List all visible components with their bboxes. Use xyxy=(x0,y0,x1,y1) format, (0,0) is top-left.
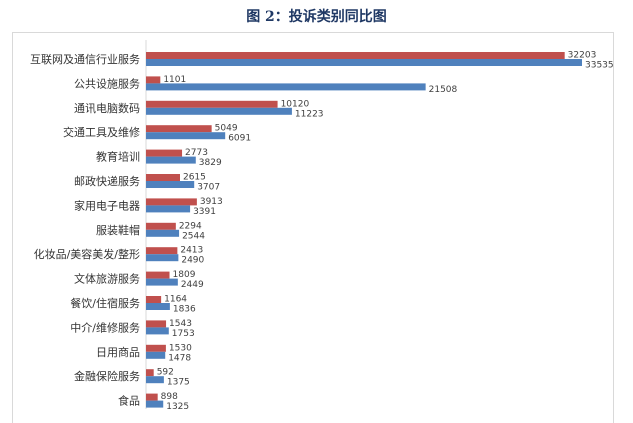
data-label: 1101 xyxy=(163,75,186,85)
bar-red xyxy=(146,149,183,157)
bar-red xyxy=(146,247,178,255)
chart-frame xyxy=(12,32,614,423)
data-label: 5049 xyxy=(215,124,238,134)
bar-blue xyxy=(146,156,196,164)
category-label: 食品 xyxy=(118,394,140,408)
data-label: 11223 xyxy=(295,109,324,119)
data-label: 3391 xyxy=(193,207,216,217)
bar-blue xyxy=(146,278,178,286)
data-label: 2490 xyxy=(181,256,204,266)
category-label: 交通工具及维修 xyxy=(63,125,140,139)
bar-blue xyxy=(146,400,164,408)
bar-red xyxy=(146,369,154,377)
data-label: 592 xyxy=(157,368,174,378)
data-label: 6091 xyxy=(228,134,251,144)
data-label: 1543 xyxy=(169,319,192,329)
data-label: 1530 xyxy=(169,343,192,353)
bar-blue xyxy=(146,59,582,66)
data-label: 21508 xyxy=(429,85,458,95)
data-label: 1836 xyxy=(173,305,196,315)
bar-blue xyxy=(146,254,179,262)
data-label: 2773 xyxy=(185,148,208,158)
bar-red xyxy=(146,76,161,84)
bar-blue xyxy=(146,205,191,213)
data-label: 32203 xyxy=(568,51,597,61)
category-label: 化妆品/美容美发/整形 xyxy=(34,247,140,261)
bar-red xyxy=(146,125,212,133)
data-label: 10120 xyxy=(281,99,310,109)
data-label: 1325 xyxy=(166,402,189,409)
bar-red xyxy=(146,52,565,59)
data-label: 1375 xyxy=(167,378,190,388)
data-label: 1478 xyxy=(168,353,191,363)
bar-blue xyxy=(146,107,292,115)
data-label: 2615 xyxy=(183,173,206,183)
bar-blue xyxy=(146,83,426,91)
category-label: 邮政快递服务 xyxy=(74,174,140,188)
category-label: 通讯电脑数码 xyxy=(74,102,140,115)
bar-blue xyxy=(146,132,226,140)
bar-red xyxy=(146,296,162,303)
category-label: 公共设施服务 xyxy=(74,77,140,90)
category-label: 服装鞋帽 xyxy=(96,223,140,237)
data-label: 2544 xyxy=(182,231,205,241)
category-label: 餐饮/住宿服务 xyxy=(70,296,140,310)
bar-blue xyxy=(146,303,170,310)
bar-red xyxy=(146,100,278,108)
category-label: 家用电子电器 xyxy=(74,198,140,212)
bar-blue xyxy=(146,351,166,359)
bar-red xyxy=(146,393,158,401)
data-label: 1753 xyxy=(172,329,195,339)
data-label: 1164 xyxy=(164,295,187,305)
data-label: 898 xyxy=(161,392,178,402)
data-label: 2449 xyxy=(181,280,204,290)
data-label: 2294 xyxy=(179,221,202,231)
data-label: 1809 xyxy=(173,270,196,280)
category-label: 中介/维修服务 xyxy=(70,320,140,334)
data-label: 3829 xyxy=(199,158,222,168)
category-label: 日用商品 xyxy=(96,345,140,359)
bar-red xyxy=(146,344,166,352)
data-label: 3707 xyxy=(197,183,220,193)
chart-title: 图 2：投诉类别同比图 xyxy=(246,9,387,25)
bar-red xyxy=(146,174,180,181)
bar-red xyxy=(146,320,167,328)
category-label: 互联网及通信行业服务 xyxy=(30,53,140,66)
bar-blue xyxy=(146,376,164,384)
bar-red xyxy=(146,222,176,230)
bar-blue xyxy=(146,327,169,335)
bar-blue xyxy=(146,181,195,188)
category-label: 金融保险服务 xyxy=(74,369,140,383)
bar-red xyxy=(146,198,197,206)
category-label: 文体旅游服务 xyxy=(74,272,140,286)
data-label: 2413 xyxy=(180,246,203,256)
data-label: 3913 xyxy=(200,197,223,207)
category-label: 教育培训 xyxy=(96,150,140,164)
bar-blue xyxy=(146,229,180,237)
data-label: 33535 xyxy=(585,61,614,71)
bar-red xyxy=(146,271,170,279)
